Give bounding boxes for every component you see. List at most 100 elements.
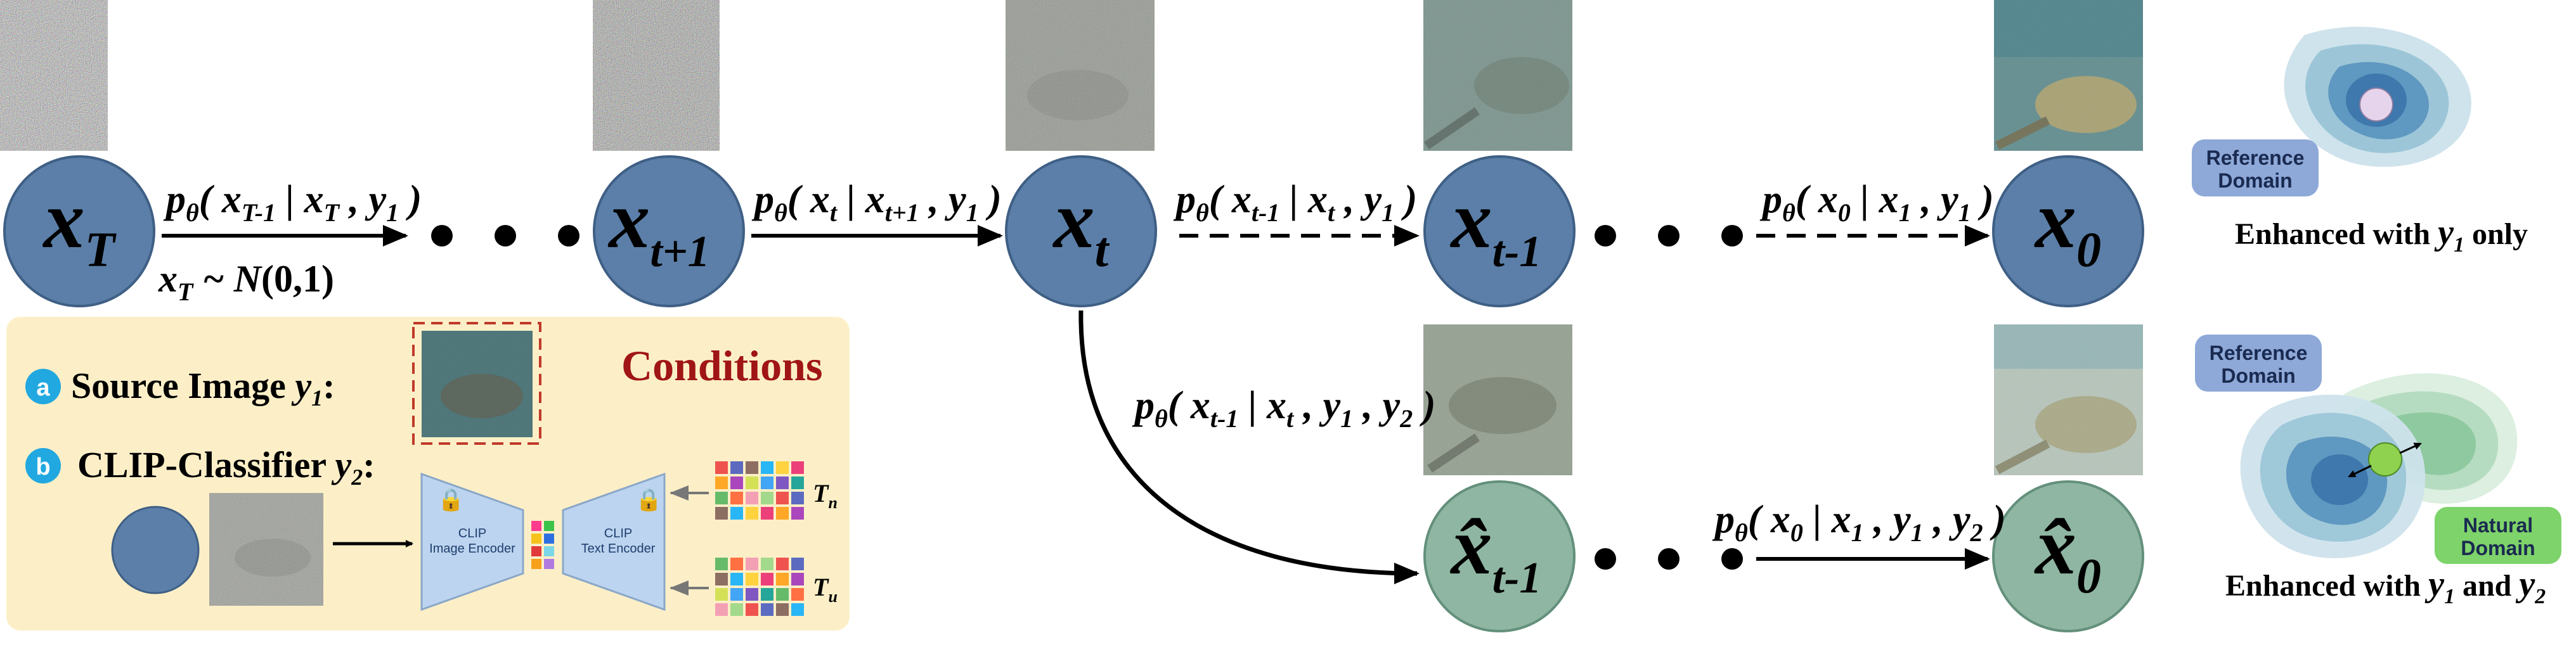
prompt-token-cell [715, 558, 728, 570]
ellipsis-dots-2 [1595, 225, 1743, 246]
prompt-token-cell [746, 588, 758, 601]
prompt-token-cell [715, 573, 728, 585]
lock-icon-text-encoder: 🔒 [635, 488, 662, 512]
conditions-title: Conditions [621, 342, 822, 390]
prompt-token-cell [761, 588, 773, 601]
node-hx0-main: x̂ [2034, 501, 2076, 592]
prior-label: xT ~ N(0,1) [158, 258, 334, 306]
prompt-token-cell [715, 507, 728, 520]
prompt-token-cell [730, 588, 743, 601]
badge-b-letter: b [36, 454, 50, 480]
badge-b [25, 448, 61, 483]
prompt-token-cell [791, 507, 804, 520]
reference-domain-badge-bottom [2195, 335, 2322, 392]
svg-text:Domain: Domain [2461, 537, 2535, 560]
svg-text:x0: x0 [2034, 174, 2101, 277]
prompt-token-cell [776, 492, 789, 504]
clip-embedding-grid [531, 521, 554, 569]
badge-a [25, 369, 61, 404]
arrow-xt-to-hxtm1-curve [1078, 310, 1420, 584]
node-xt1-sub: t+1 [650, 227, 709, 276]
prompt-token-cell [761, 558, 773, 570]
prompt-token-cell [791, 461, 804, 474]
thumbnail-noise-xT [0, 0, 108, 151]
thumbnail-stingray-xt [1006, 0, 1155, 151]
node-hxtm1-sub: t-1 [1492, 554, 1542, 603]
transition-label-5: pθ( xt-1 | xt , y1 , y2 ) [1132, 384, 1435, 433]
prompt-token-cell [730, 461, 743, 474]
node-xt: xt [1005, 155, 1157, 307]
prompt-token-cell [761, 603, 773, 616]
badge-a-letter: a [36, 374, 50, 401]
svg-text:xt-1: xt-1 [1450, 174, 1542, 276]
natural-domain-badge [2435, 507, 2561, 564]
prompt-token-cell [776, 507, 789, 520]
transition-label-6: pθ( x0 | x1 , y1 , y2 ) [1712, 498, 2006, 547]
prompt-token-cell [791, 558, 804, 570]
svg-text:xT: xT [42, 174, 117, 277]
mini-noisy-image [209, 493, 323, 606]
prompt-token-cell [730, 573, 743, 585]
node-hxtm1-main: x̂ [1450, 501, 1492, 592]
svg-text:x̂t-1: x̂t-1 [1450, 501, 1542, 603]
svg-text:Image Encoder: Image Encoder [429, 542, 515, 556]
reference-domain-badge-top [2192, 139, 2319, 196]
conditions-panel: Conditions a Source Image y1: b CLIP-Cla… [6, 317, 850, 630]
prompt-token-cell [746, 573, 758, 585]
transition-label-3: pθ( xt-1 | xt , y1 ) [1173, 178, 1417, 227]
svg-text:Reference: Reference [2210, 342, 2308, 364]
prompt-token-cell [776, 461, 789, 474]
prompt-token-cell [791, 603, 804, 616]
prompt-token-cell [761, 507, 773, 520]
node-xT-sub: T [85, 222, 117, 277]
node-x0-sub: 0 [2076, 222, 2101, 277]
transition-label-1: pθ( xT-1 | xT , y1 ) [163, 178, 422, 227]
node-hx0-sub: 0 [2076, 548, 2101, 603]
prompt-token-cell [715, 461, 728, 474]
svg-text:Domain: Domain [2221, 364, 2295, 387]
prompt-token-cell [776, 603, 789, 616]
tu-label: Tu [813, 573, 838, 606]
prompt-token-cell [715, 588, 728, 601]
prompt-grid-tn [715, 461, 804, 520]
node-xt-sub: t [1095, 222, 1110, 277]
thumbnail-noise-xt1 [593, 0, 720, 151]
svg-text:Natural: Natural [2463, 514, 2533, 537]
domain-bottom: Reference Domain Natural Domain Enhanced… [2195, 335, 2561, 608]
thumbnail-stingray-xtm1 [1423, 0, 1572, 151]
ellipsis-dots-3 [1595, 548, 1743, 570]
domain-top: Reference Domain Enhanced with y1 only [2192, 27, 2528, 257]
lock-icon-image-encoder: 🔒 [437, 488, 464, 512]
prompt-token-cell [730, 603, 743, 616]
prompt-grid-tu [715, 558, 804, 616]
prompt-token-cell [761, 477, 773, 489]
thumbnail-stingray-hx0 [1994, 324, 2143, 475]
prompt-token-cell [746, 492, 758, 504]
prompt-token-cell [791, 492, 804, 504]
clip-classifier-label: CLIP-Classifier y2: [77, 444, 375, 490]
node-hx0: x̂0 [1992, 480, 2144, 632]
svg-text:xt: xt [1052, 174, 1110, 277]
prompt-token-cell [715, 477, 728, 489]
prompt-token-cell [715, 492, 728, 504]
prompt-token-cell [730, 492, 743, 504]
svg-text:CLIP: CLIP [604, 527, 632, 541]
transition-label-4: pθ( x0 | x1 , y1 ) [1759, 178, 1994, 227]
prompt-token-cell [791, 477, 804, 489]
svg-text:Reference: Reference [2206, 146, 2305, 169]
transition-label-2: pθ( xt | xt+1 , y1 ) [751, 178, 1002, 227]
source-image-label: Source Image y1: [71, 365, 335, 411]
caption-top: Enhanced with y1 only [2235, 213, 2528, 257]
prompt-token-cell [761, 461, 773, 474]
node-xt1-main: x [607, 174, 650, 266]
svg-text:xt+1: xt+1 [607, 174, 709, 276]
prompt-token-cell [730, 507, 743, 520]
node-x0-main: x [2034, 174, 2076, 266]
tn-label: Tn [813, 479, 838, 512]
node-xT: xT [3, 155, 155, 307]
prompt-token-cell [761, 492, 773, 504]
clip-image-encoder: 🔒 CLIP Image Encoder [420, 472, 524, 611]
node-xt-main: x [1052, 174, 1095, 266]
prompt-token-cell [746, 603, 758, 616]
